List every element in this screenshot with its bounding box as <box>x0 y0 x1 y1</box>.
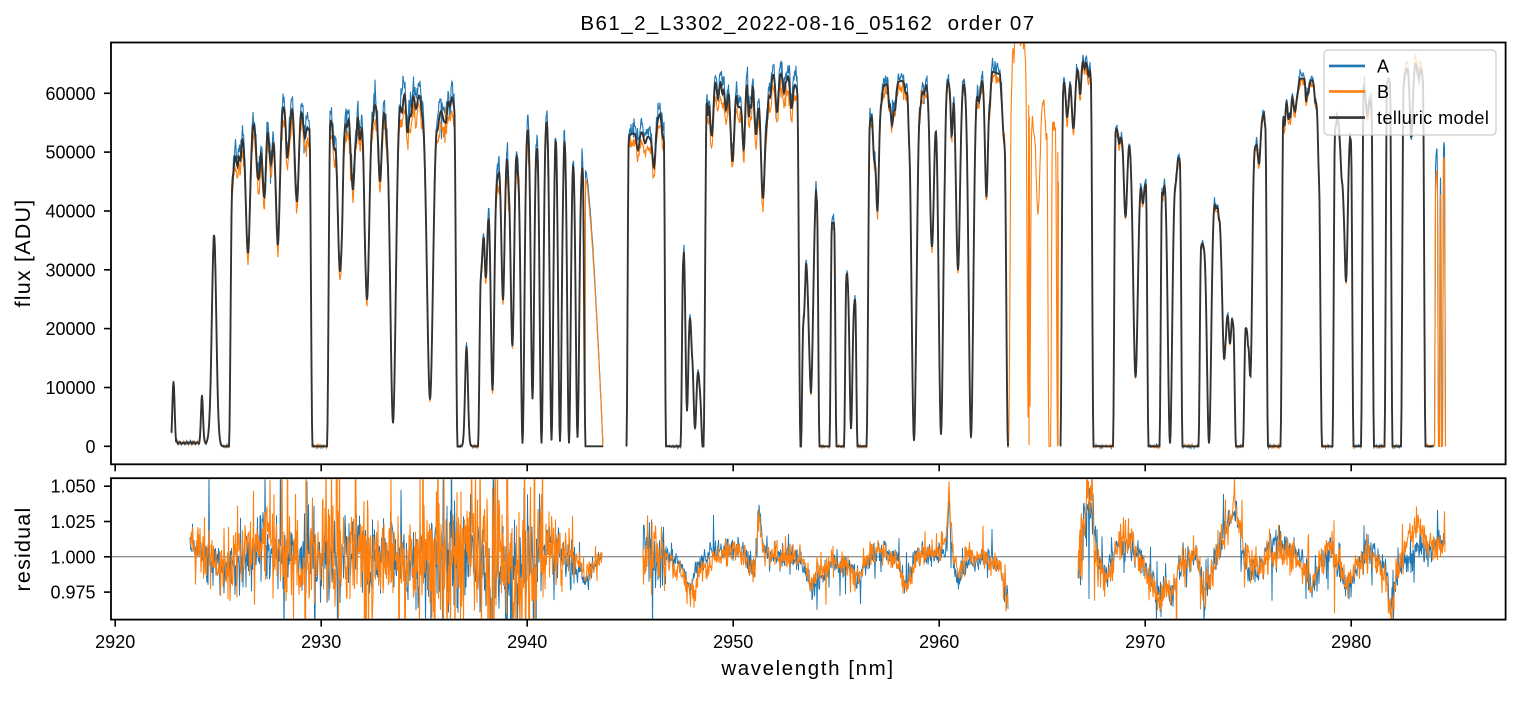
svg-text:2950: 2950 <box>713 632 753 652</box>
svg-text:40000: 40000 <box>45 202 95 222</box>
svg-text:B: B <box>1377 82 1389 102</box>
svg-text:0: 0 <box>85 437 95 457</box>
svg-text:2930: 2930 <box>301 632 341 652</box>
svg-text:2920: 2920 <box>95 632 135 652</box>
svg-text:1.050: 1.050 <box>50 477 95 497</box>
svg-text:20000: 20000 <box>45 319 95 339</box>
svg-text:10000: 10000 <box>45 378 95 398</box>
svg-text:B61_2_L3302_2022-08-16_05162: B61_2_L3302_2022-08-16_05162 order 07 <box>580 12 1035 35</box>
svg-text:A: A <box>1377 56 1389 76</box>
svg-text:1.025: 1.025 <box>50 512 95 532</box>
svg-text:60000: 60000 <box>45 84 95 104</box>
svg-text:residual: residual <box>11 507 35 592</box>
svg-text:2980: 2980 <box>1331 632 1371 652</box>
svg-text:wavelength [nm]: wavelength [nm] <box>720 657 894 680</box>
svg-text:30000: 30000 <box>45 260 95 280</box>
svg-text:1.000: 1.000 <box>50 547 95 567</box>
svg-text:2960: 2960 <box>919 632 959 652</box>
svg-text:50000: 50000 <box>45 143 95 163</box>
svg-text:telluric model: telluric model <box>1377 108 1489 128</box>
svg-text:2940: 2940 <box>507 632 547 652</box>
svg-text:flux [ADU]: flux [ADU] <box>11 199 35 308</box>
svg-text:0.975: 0.975 <box>50 583 95 603</box>
svg-text:2970: 2970 <box>1125 632 1165 652</box>
